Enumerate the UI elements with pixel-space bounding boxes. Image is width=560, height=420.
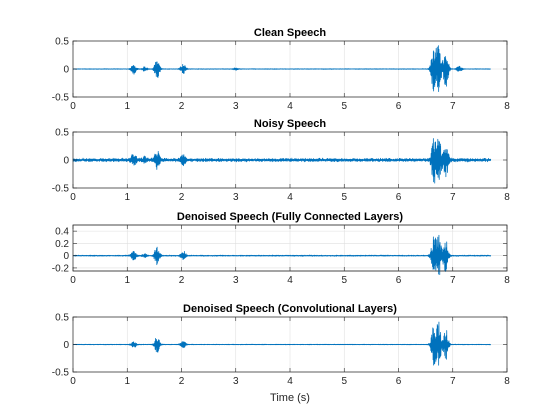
x-tick-label: 3	[233, 275, 239, 286]
x-tick-label: 7	[450, 101, 456, 112]
x-tick-label: 5	[341, 101, 347, 112]
y-tick-label: 0	[63, 251, 69, 262]
x-tick-label: 7	[450, 275, 456, 286]
x-tick-label: 4	[287, 101, 293, 112]
y-tick-label: 0.5	[55, 313, 69, 324]
x-tick-label: 6	[396, 275, 402, 286]
y-tick-label: 0.5	[55, 37, 69, 48]
x-axis-label: Time (s)	[270, 392, 310, 404]
chart-title: Noisy Speech	[254, 118, 326, 130]
x-tick-label: 6	[396, 192, 402, 203]
y-tick-label: -0.2	[52, 263, 70, 274]
x-tick-label: 1	[124, 376, 130, 387]
x-tick-label: 8	[504, 275, 510, 286]
x-tick-label: 5	[341, 275, 347, 286]
x-tick-label: 7	[450, 376, 456, 387]
x-tick-label: 1	[124, 275, 130, 286]
x-tick-label: 2	[179, 275, 185, 286]
x-tick-label: 2	[179, 192, 185, 203]
x-tick-label: 3	[233, 376, 239, 387]
chart-title: Denoised Speech (Fully Connected Layers)	[177, 211, 404, 223]
x-tick-label: 8	[504, 376, 510, 387]
y-tick-label: 0.4	[55, 227, 69, 238]
x-tick-label: 3	[233, 101, 239, 112]
signal-line	[72, 321, 492, 366]
y-tick-label: 0	[63, 65, 69, 76]
x-tick-label: 3	[233, 192, 239, 203]
signal-line	[72, 138, 492, 184]
y-tick-label: 0	[63, 156, 69, 167]
y-tick-label: 0.2	[55, 239, 69, 250]
x-tick-label: 6	[396, 376, 402, 387]
x-tick-label: 1	[124, 101, 130, 112]
y-tick-label: 0.5	[55, 128, 69, 139]
y-tick-label: 0	[63, 340, 69, 351]
x-tick-label: 4	[287, 376, 293, 387]
x-tick-label: 4	[287, 275, 293, 286]
x-tick-label: 0	[70, 275, 76, 286]
y-tick-label: -0.5	[52, 184, 70, 195]
x-tick-label: 5	[341, 376, 347, 387]
x-tick-label: 6	[396, 101, 402, 112]
y-tick-label: -0.5	[52, 93, 70, 104]
x-tick-label: 8	[504, 192, 510, 203]
signal-line	[72, 234, 492, 276]
signal-line	[72, 45, 491, 92]
x-tick-label: 2	[179, 376, 185, 387]
y-tick-label: -0.5	[52, 368, 70, 379]
x-tick-label: 7	[450, 192, 456, 203]
x-tick-label: 2	[179, 101, 185, 112]
chart-title: Clean Speech	[254, 27, 326, 39]
x-tick-label: 0	[70, 101, 76, 112]
chart-title: Denoised Speech (Convolutional Layers)	[183, 303, 397, 315]
x-tick-label: 0	[70, 376, 76, 387]
x-tick-label: 1	[124, 192, 130, 203]
x-tick-label: 5	[341, 192, 347, 203]
x-tick-label: 8	[504, 101, 510, 112]
x-tick-label: 4	[287, 192, 293, 203]
x-tick-label: 0	[70, 192, 76, 203]
